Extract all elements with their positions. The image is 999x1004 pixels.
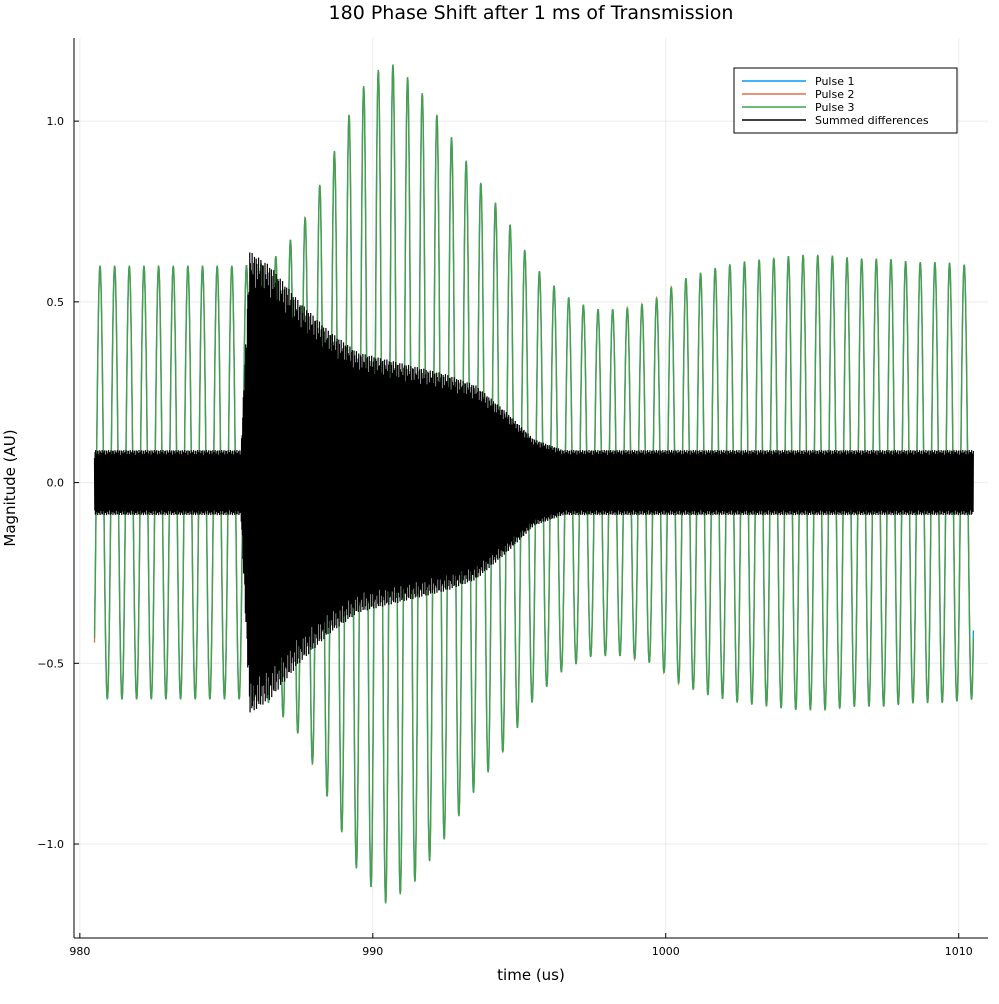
y-axis-label: Magnitude (AU) — [1, 429, 19, 546]
legend-label: Pulse 1 — [815, 75, 854, 88]
ticks: 980 990 1000 1010 −1.0 −0.5 0.0 0.5 1.0 — [37, 115, 972, 958]
y-tick-label: 1.0 — [47, 115, 65, 128]
y-tick-label: −0.5 — [37, 657, 64, 670]
legend-label: Pulse 3 — [815, 101, 854, 114]
x-tick-label: 1010 — [945, 945, 973, 958]
legend-label: Summed differences — [815, 114, 929, 127]
y-tick-label: 0.5 — [47, 296, 65, 309]
series-line-summed-differences — [93, 252, 974, 713]
legend-box — [733, 67, 958, 134]
y-tick-label: −1.0 — [37, 838, 64, 851]
x-tick-label: 990 — [362, 945, 383, 958]
y-tick-label: 0.0 — [47, 477, 65, 490]
x-tick-label: 1000 — [652, 945, 680, 958]
x-tick-label: 980 — [69, 945, 90, 958]
series-line-3 — [93, 64, 974, 904]
x-axis-label: time (us) — [497, 966, 565, 984]
series-layer — [93, 64, 974, 904]
chart-title: 180 Phase Shift after 1 ms of Transmissi… — [329, 2, 734, 24]
axes — [73, 38, 988, 939]
legend-label: Pulse 2 — [815, 88, 854, 101]
